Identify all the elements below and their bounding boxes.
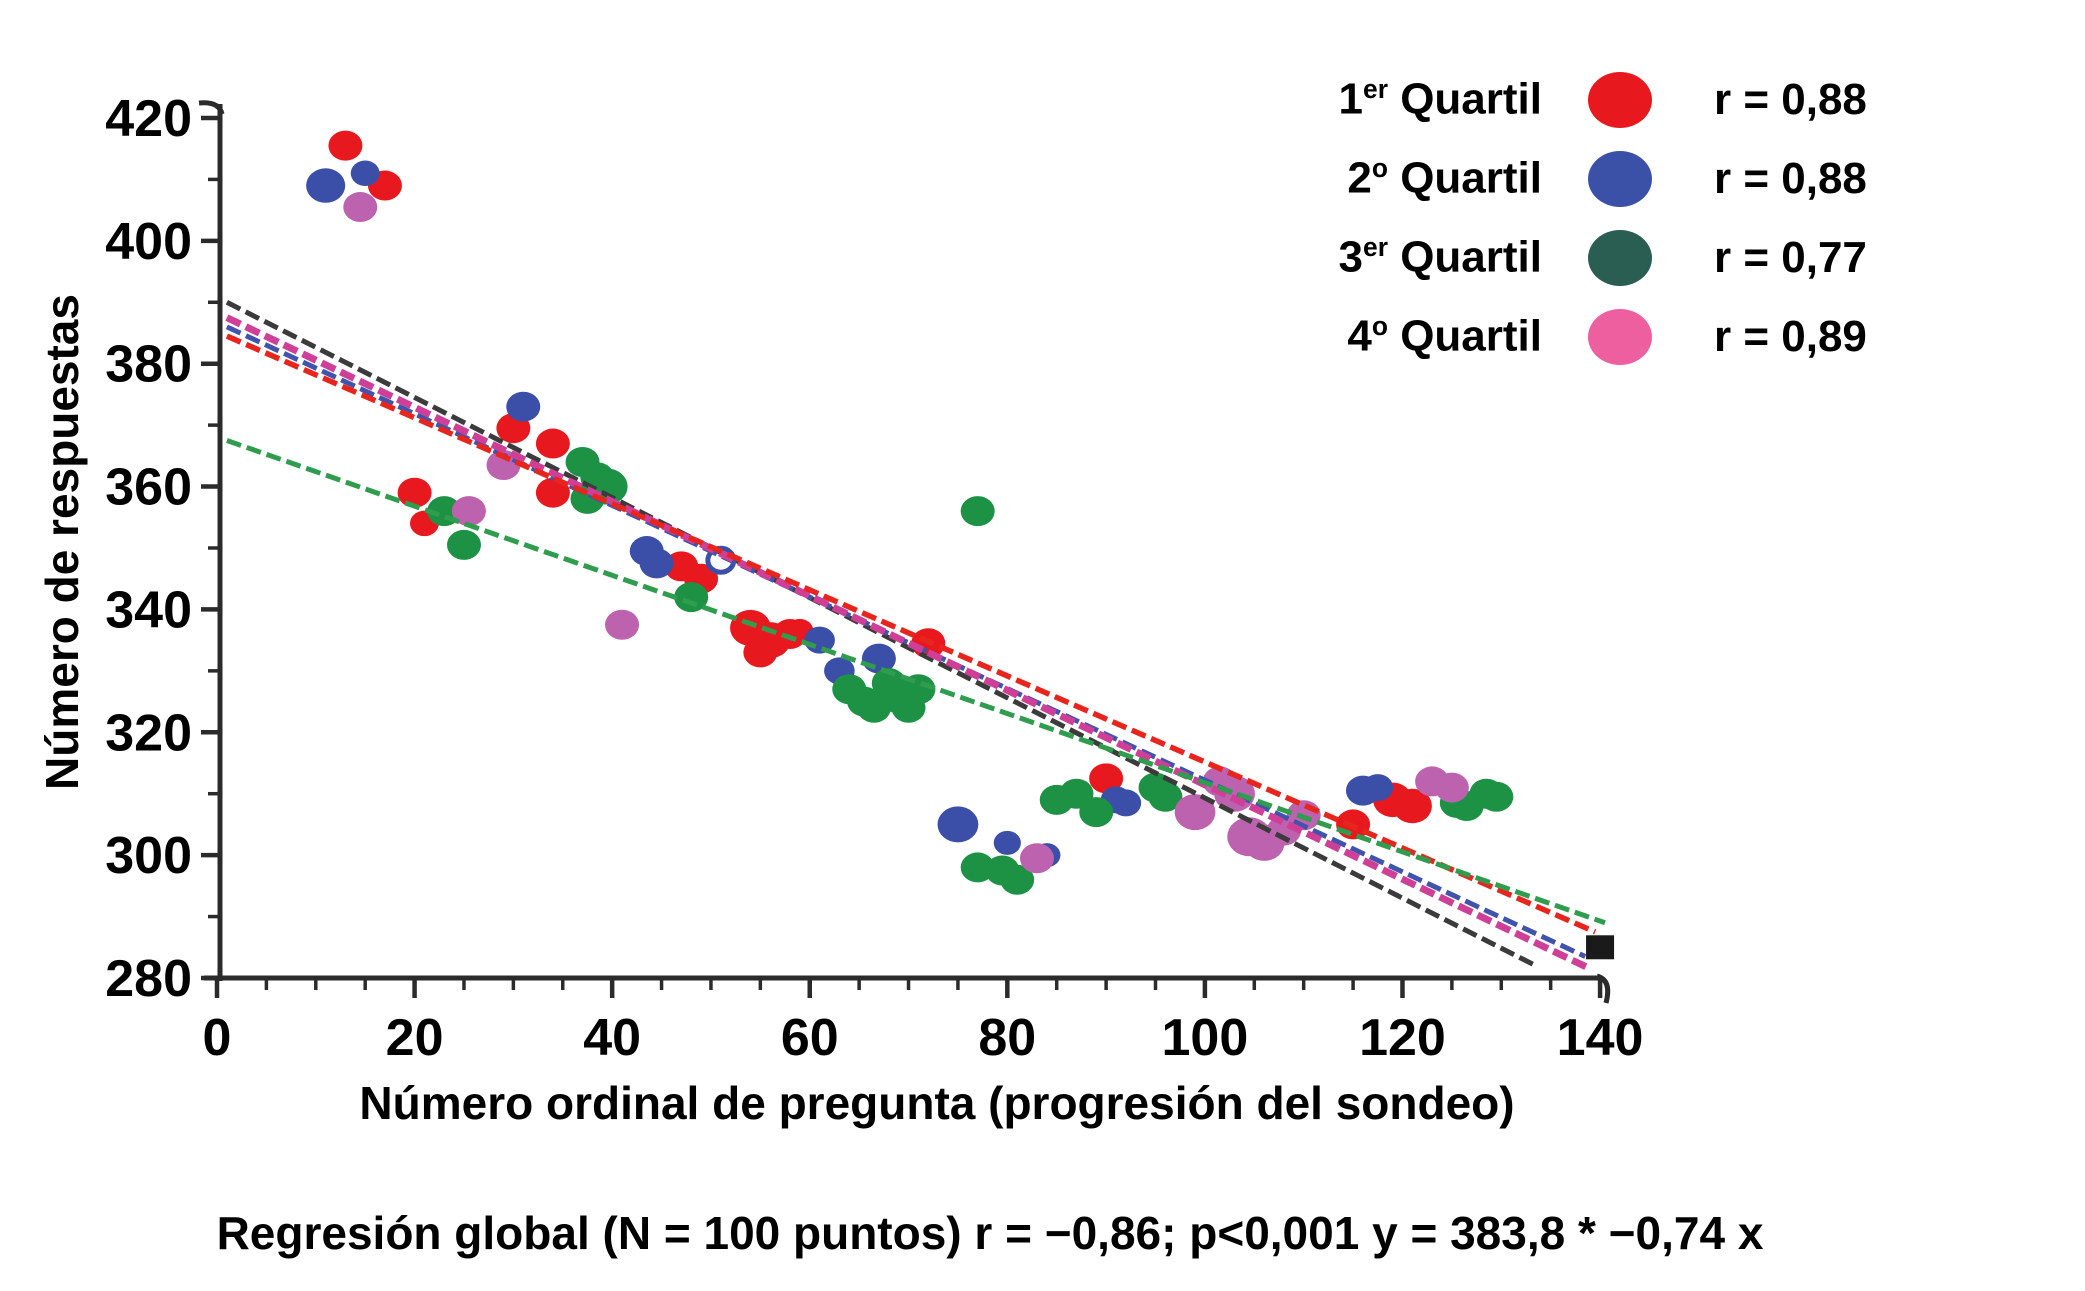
data-point bbox=[1148, 781, 1183, 812]
y-tick-label: 320 bbox=[105, 704, 192, 762]
data-point bbox=[1079, 797, 1114, 828]
legend-r-value: r = 0,88 bbox=[1714, 74, 1867, 124]
regression-line-q4 bbox=[225, 314, 1592, 972]
legend-item-q2: 2o Quartil r = 0,88 bbox=[1170, 139, 2050, 218]
legend-r-value: r = 0,88 bbox=[1714, 153, 1867, 203]
regression-line-global bbox=[225, 300, 1537, 968]
data-point bbox=[1174, 794, 1216, 831]
data-point bbox=[343, 192, 378, 223]
y-axis-title: Número de respuestas bbox=[36, 294, 88, 790]
y-tick-label: 420 bbox=[105, 90, 192, 148]
data-point bbox=[1110, 789, 1142, 817]
data-point bbox=[1089, 763, 1124, 794]
regression-line-q2 bbox=[225, 324, 1587, 959]
legend-label: 3er Quartil bbox=[1338, 232, 1542, 282]
data-point bbox=[306, 168, 346, 203]
y-tick-label: 300 bbox=[105, 827, 192, 885]
legend-label: 2o Quartil bbox=[1347, 153, 1542, 203]
data-point bbox=[937, 806, 979, 843]
regression-line-q1 bbox=[225, 333, 1597, 935]
x-tick-label: 0 bbox=[203, 1009, 232, 1067]
data-point bbox=[397, 477, 432, 508]
x-tick-label: 100 bbox=[1162, 1009, 1249, 1067]
data-point bbox=[506, 391, 541, 422]
data-point bbox=[1479, 781, 1514, 812]
legend-r-value: r = 0,77 bbox=[1714, 232, 1867, 282]
y-tick-label: 360 bbox=[105, 459, 192, 517]
regression-line-q3 bbox=[226, 438, 1606, 926]
legend-item-q3: 3er Quartil r = 0,77 bbox=[1170, 218, 2050, 297]
legend-swatch-blue-icon bbox=[1588, 150, 1652, 207]
legend-swatch-teal-icon bbox=[1588, 229, 1652, 286]
data-point bbox=[1019, 843, 1054, 874]
data-point bbox=[446, 529, 481, 560]
data-point bbox=[1362, 774, 1394, 802]
data-point bbox=[535, 428, 570, 459]
end-square-marker bbox=[1586, 935, 1615, 960]
data-point bbox=[993, 830, 1021, 855]
legend-item-q1: 1er Quartil r = 0,88 bbox=[1170, 60, 2050, 139]
data-point bbox=[674, 582, 709, 613]
legend: 1er Quartil r = 0,88 2o Quartil r = 0,88… bbox=[1170, 60, 2050, 376]
x-tick-label: 80 bbox=[978, 1009, 1036, 1067]
legend-label: 4o Quartil bbox=[1347, 311, 1542, 361]
legend-item-q4: 4o Quartil r = 0,89 bbox=[1170, 297, 2050, 376]
x-tick-label: 20 bbox=[386, 1009, 444, 1067]
data-point bbox=[535, 477, 570, 508]
y-tick-label: 380 bbox=[105, 336, 192, 394]
data-point bbox=[605, 609, 640, 640]
data-point bbox=[451, 496, 486, 527]
data-point bbox=[960, 496, 995, 527]
data-point bbox=[639, 548, 674, 579]
y-tick-label: 340 bbox=[105, 581, 192, 639]
x-tick-label: 120 bbox=[1359, 1009, 1446, 1067]
regression-caption: Regresión global (N = 100 puntos) r = −0… bbox=[216, 1207, 1764, 1259]
y-axis-top-hook bbox=[198, 100, 225, 115]
data-point bbox=[350, 160, 380, 187]
legend-swatch-pink-icon bbox=[1588, 308, 1652, 365]
x-tick-label: 60 bbox=[781, 1009, 839, 1067]
x-tick-label: 140 bbox=[1557, 1009, 1644, 1067]
y-tick-label: 400 bbox=[105, 213, 192, 271]
legend-label: 1er Quartil bbox=[1338, 74, 1542, 124]
legend-swatch-red-icon bbox=[1588, 71, 1652, 128]
data-point bbox=[743, 637, 778, 668]
x-axis-end-hook bbox=[1596, 973, 1611, 1004]
data-point bbox=[1000, 864, 1035, 895]
data-point bbox=[1392, 788, 1432, 824]
x-tick-label: 40 bbox=[583, 1009, 641, 1067]
y-tick-label: 280 bbox=[105, 950, 192, 1008]
legend-r-value: r = 0,89 bbox=[1714, 311, 1867, 361]
data-point bbox=[328, 130, 363, 161]
x-axis-title: Número ordinal de pregunta (progresión d… bbox=[359, 1077, 1515, 1129]
data-point bbox=[1434, 772, 1469, 803]
